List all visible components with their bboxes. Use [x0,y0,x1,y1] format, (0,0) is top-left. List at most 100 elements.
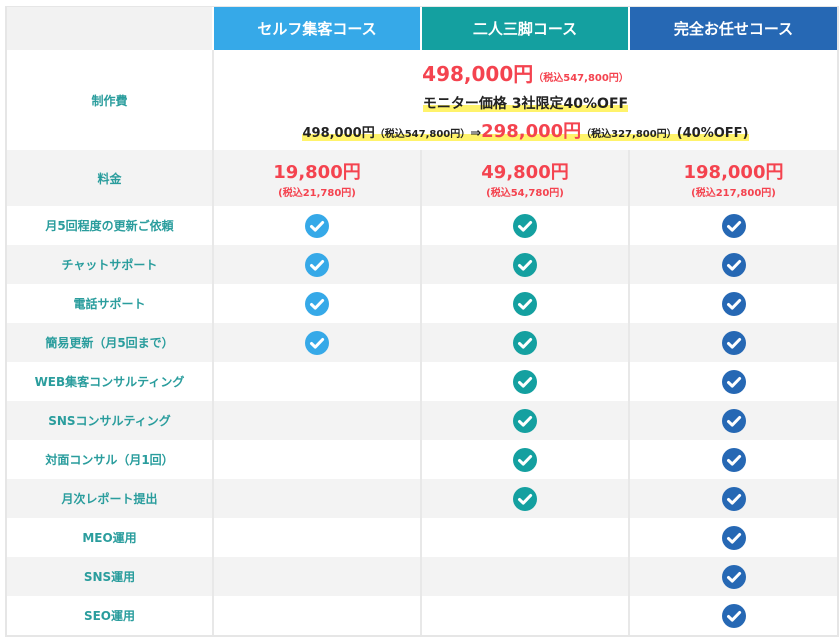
feature-cell [212,245,421,284]
check-icon [721,603,746,628]
header-blank [7,7,213,50]
feature-cell [420,557,629,596]
feature-cell [628,323,837,362]
feature-row: 月次レポート提出 [7,479,837,518]
discount: (40%OFF) [676,125,749,141]
check-icon [305,291,329,316]
check-icon [513,213,537,238]
feature-cell [420,596,629,635]
check-icon [513,291,537,316]
row-label: WEB集客コンサルティング [34,375,185,389]
production-price: 498,000円 [422,61,534,86]
check-icon [721,369,746,394]
course-header-ninin: 二人三脚コース [420,7,629,50]
feature-cell [628,440,837,479]
old-price: 498,000円 [302,125,375,141]
check-icon [513,486,537,511]
new-price: 298,000円 [481,120,582,142]
course-header-kanzen: 完全お任せコース [628,7,837,50]
fee-cell: 19,800円 (税込21,780円) [212,150,421,206]
fee-tax: (税込54,780円) [486,187,564,199]
row-label: 電話サポート [73,297,146,311]
check-icon [513,252,537,277]
feature-row: 簡易更新（月5回まで） [7,323,837,362]
arrow: ⇒ [470,125,482,141]
fee-tax: (税込21,780円) [278,187,356,199]
fee-row: 料金 19,800円 (税込21,780円) 49,800円 (税込54,780円)… [7,150,837,206]
feature-cell [420,323,629,362]
new-price-tax: （税込327,800円） [581,128,677,140]
check-icon [721,291,746,316]
feature-cell [212,479,421,518]
feature-cell [420,206,629,245]
feature-cell [420,401,629,440]
check-icon [305,330,329,355]
feature-cell [420,284,629,323]
feature-cell [628,479,837,518]
feature-row: WEB集客コンサルティング [7,362,837,401]
row-label: MEO運用 [82,531,137,545]
fee-cell: 198,000円 (税込217,800円) [628,150,837,206]
fee-tax: (税込217,800円) [691,187,776,199]
fee-price: 49,800円 [481,161,569,183]
check-icon [305,213,329,238]
row-label: 対面コンサル（月1回） [45,453,174,467]
feature-cell [628,401,837,440]
feature-cell [212,401,421,440]
feature-cell [212,440,421,479]
fee-cell: 49,800円 (税込54,780円) [420,150,629,206]
feature-cell [628,557,837,596]
fee-price: 19,800円 [273,161,361,183]
old-price-tax: （税込547,800円） [374,128,471,140]
feature-row: MEO運用 [7,518,837,557]
check-icon [721,447,746,472]
pricing-table: セルフ集客コース 二人三脚コース 完全お任せコース 制作費 498,000円（税… [5,6,839,637]
feature-cell [212,362,421,401]
feature-row: 電話サポート [7,284,837,323]
check-icon [721,564,746,589]
check-icon [305,252,329,277]
feature-cell [212,323,421,362]
feature-cell [212,284,421,323]
feature-cell [420,518,629,557]
row-label: 制作費 [91,93,128,108]
course-header-self: セルフ集客コース [212,7,421,50]
monitor-label: モニター価格 3社限定40%OFF [422,95,629,112]
production-price-tax: （税込547,800円） [533,72,629,84]
feature-cell [628,206,837,245]
row-label: SNS運用 [7,557,213,596]
check-icon [721,252,746,277]
header-row: セルフ集客コース 二人三脚コース 完全お任せコース [7,7,837,50]
check-icon [513,447,537,472]
feature-row: 月5回程度の更新ご依頼 [7,206,837,245]
feature-cell [212,518,421,557]
feature-cell [628,245,837,284]
feature-cell [420,245,629,284]
feature-cell [628,596,837,635]
feature-cell [420,440,629,479]
feature-cell [212,557,421,596]
check-icon [721,525,746,550]
check-icon [721,486,746,511]
fee-price: 198,000円 [683,161,784,183]
row-label: SNSコンサルティング [7,401,213,440]
row-label: 月5回程度の更新ご依頼 [45,219,174,233]
feature-cell [212,206,421,245]
feature-row: SEO運用 [7,596,837,635]
check-icon [721,408,746,433]
feature-cell [420,479,629,518]
row-label: 月次レポート提出 [7,479,213,518]
feature-row: SNSコンサルティング [7,401,837,440]
feature-cell [420,362,629,401]
feature-cell [212,596,421,635]
production-cell: 498,000円（税込547,800円） モニター価格 3社限定40%OFF 4… [212,50,837,150]
feature-cell [628,284,837,323]
feature-row: チャットサポート [7,245,837,284]
row-label: 料金 [7,150,213,206]
check-icon [513,330,537,355]
row-label: 簡易更新（月5回まで） [7,323,213,362]
feature-cell [628,362,837,401]
row-label: チャットサポート [7,245,213,284]
feature-row: SNS運用 [7,557,837,596]
check-icon [721,330,746,355]
